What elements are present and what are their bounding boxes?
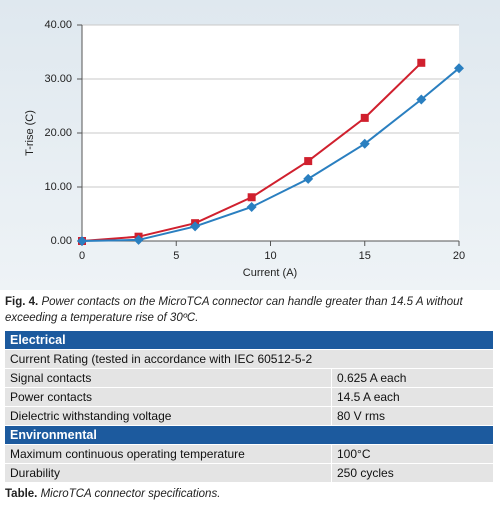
table-cell: 0.625 A each xyxy=(337,371,407,385)
x-tick-label: 0 xyxy=(79,250,85,262)
table-cell: Signal contacts xyxy=(5,369,332,387)
x-axis-label: Current (A) xyxy=(243,267,297,279)
table-cell: Maximum continuous operating temperature xyxy=(5,445,332,463)
y-tick-label: 20.00 xyxy=(44,127,72,139)
table-cell: Current Rating (tested in accordance wit… xyxy=(10,352,313,366)
y-tick-label: 0.00 xyxy=(51,235,72,247)
chart: Current (A) T-rise (C) 0.00 10.00 20.00 30.… xyxy=(0,0,500,290)
marker xyxy=(190,221,201,232)
table-cell: Power contacts xyxy=(5,388,332,406)
series-line xyxy=(81,67,460,242)
marker xyxy=(416,94,427,105)
table-row: Power contacts 14.5 A each xyxy=(5,388,493,407)
y-tick-label: 30.00 xyxy=(44,73,72,85)
spec-table: Electrical Current Rating (tested in acco… xyxy=(5,331,493,483)
table-cell: 250 cycles xyxy=(337,466,394,480)
x-tick-label: 5 xyxy=(173,250,179,262)
table-row: Maximum continuous operating temperature… xyxy=(5,445,493,464)
section-header: Electrical xyxy=(5,331,493,350)
marker xyxy=(359,138,370,149)
table-caption-text: MicroTCA connector specifications. xyxy=(40,488,221,500)
marker xyxy=(246,201,257,212)
x-tick-label: 10 xyxy=(264,250,276,262)
table-cell: Durability xyxy=(5,464,332,482)
table-row: Current Rating (tested in accordance wit… xyxy=(5,350,493,369)
caption-label: Fig. 4. xyxy=(5,296,39,308)
table-cell: Dielectric withstanding voltage xyxy=(5,407,332,425)
marker xyxy=(417,58,426,67)
table-cell: 14.5 A each xyxy=(337,390,400,404)
y-tick-label: 10.00 xyxy=(44,181,72,193)
marker xyxy=(247,193,256,202)
table-row: Durability 250 cycles xyxy=(5,464,493,483)
table-row: Signal contacts 0.625 A each xyxy=(5,369,493,388)
marker xyxy=(133,234,144,245)
y-tick-label: 40.00 xyxy=(44,19,72,31)
marker xyxy=(304,157,313,166)
table-row: Dielectric withstanding voltage 80 V rms xyxy=(5,407,493,426)
marker xyxy=(360,113,369,122)
x-tick-label: 15 xyxy=(359,250,371,262)
caption-text: Power contacts on the MicroTCA connector… xyxy=(5,296,463,324)
table-cell: 100°C xyxy=(337,447,371,461)
figure-caption: Fig. 4. Power contacts on the MicroTCA c… xyxy=(5,294,495,326)
marker xyxy=(454,63,464,74)
table-cell: 80 V rms xyxy=(337,409,386,423)
table-caption: Table. MicroTCA connector specifications… xyxy=(5,488,220,500)
marker xyxy=(77,236,87,246)
table-caption-label: Table. xyxy=(5,488,38,500)
marker xyxy=(303,173,314,184)
x-tick-label: 20 xyxy=(453,250,465,262)
section-header: Environmental xyxy=(5,426,493,445)
y-axis-label: T-rise (C) xyxy=(24,110,36,156)
